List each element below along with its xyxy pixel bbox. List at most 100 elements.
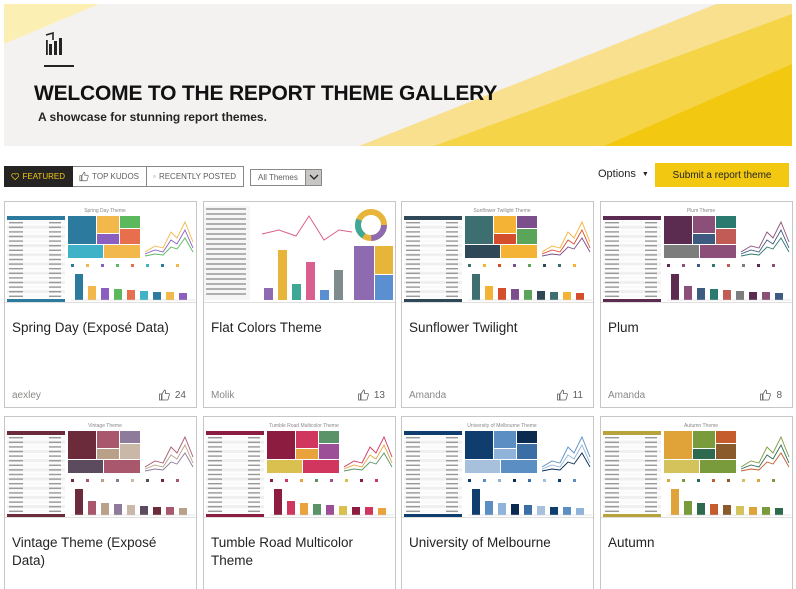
preview-table-cell (605, 295, 619, 297)
theme-thumbnail[interactable] (204, 202, 395, 303)
preview-table-header (206, 431, 264, 435)
preview-table-cell (49, 478, 61, 480)
theme-card[interactable]: Tumble Road Multicolor Theme Tumble Road … (203, 416, 396, 589)
preview-table-row (404, 509, 462, 513)
options-label: Options (598, 168, 636, 180)
preview-treemap-cell (700, 245, 736, 258)
preview-table-row (404, 290, 462, 294)
theme-card[interactable]: Autumn Theme Autumn (600, 416, 793, 589)
theme-thumbnail[interactable]: University of Melbourne Theme (402, 417, 593, 518)
preview-table-cell (446, 277, 458, 279)
theme-card-title[interactable]: Tumble Road Multicolor Theme (211, 535, 354, 568)
preview-table-row (7, 440, 65, 444)
preview-table-cell (446, 254, 458, 256)
tab-recently-posted[interactable]: RECENTLY POSTED (147, 166, 244, 187)
theme-card[interactable]: Flat Colors Theme Molik 13 (203, 201, 396, 408)
preview-table-cell (248, 441, 260, 443)
preview-table-cell (208, 483, 222, 485)
theme-thumbnail[interactable]: Tumble Road Multicolor Theme (204, 417, 395, 518)
theme-thumbnail[interactable]: Sunflower Twilight Theme (402, 202, 593, 303)
preview-legend-swatch (697, 264, 700, 267)
theme-thumbnail[interactable]: Vintage Theme (5, 417, 196, 518)
theme-card[interactable]: Sunflower Twilight Theme Sunflower Twilig… (401, 201, 594, 408)
kudos-count[interactable]: 13 (357, 389, 385, 401)
preview-bar (749, 292, 757, 300)
theme-card-title[interactable]: Plum (608, 320, 639, 335)
preview-table-row (206, 482, 264, 486)
preview-table-row (404, 491, 462, 495)
theme-thumbnail[interactable]: Autumn Theme (601, 417, 792, 518)
theme-card[interactable]: Plum Theme Plum Amanda 8 (600, 201, 793, 408)
preview-table-row (603, 445, 661, 449)
preview-table-cell (406, 464, 420, 466)
preview-table-cell (208, 441, 222, 443)
preview-table-row (404, 257, 462, 261)
preview-table-cell (248, 450, 260, 453)
preview-table-cell (446, 291, 458, 293)
tab-featured[interactable]: FEATURED (4, 166, 73, 187)
preview-bar (472, 274, 480, 300)
theme-thumbnail[interactable]: Plum Theme (601, 202, 792, 303)
preview-treemap-cell (104, 245, 140, 258)
preview-table-cell (446, 510, 458, 512)
sort-tabs: FEATURED TOP KUDOS RECENTLY POSTED (4, 166, 244, 187)
preview-table-cell (645, 291, 657, 293)
preview-treemap-cell (465, 216, 493, 244)
preview-bar (153, 292, 161, 300)
preview-table-row (603, 244, 661, 248)
preview-table-cell (605, 464, 619, 466)
preview-table-cell (248, 501, 260, 503)
preview-table-cell (248, 473, 260, 476)
preview-table-cell (9, 492, 23, 494)
theme-card-author[interactable]: Molik (211, 390, 235, 401)
theme-filter-select[interactable]: All Themes (250, 169, 322, 186)
theme-card-title[interactable]: Flat Colors Theme (211, 320, 322, 335)
kudos-count[interactable]: 11 (556, 389, 583, 401)
preview-bar (300, 503, 308, 515)
options-menu[interactable]: Options ▼ (598, 168, 649, 180)
kudos-count[interactable]: 24 (158, 389, 186, 401)
preview-bar (264, 288, 273, 300)
preview-table-cell (446, 469, 458, 471)
preview-table-cell (248, 464, 260, 466)
preview-table-cell (49, 501, 61, 503)
preview-table-cell (9, 295, 23, 297)
preview-line (343, 444, 393, 470)
theme-card[interactable]: Spring Day Theme Spring Day (Exposé Data)… (4, 201, 197, 408)
preview-table-total (7, 299, 65, 302)
preview-table-cell (49, 492, 61, 494)
theme-card-author[interactable]: Amanda (409, 390, 447, 401)
theme-card-title[interactable]: University of Melbourne (409, 535, 551, 550)
theme-card-title[interactable]: Sunflower Twilight (409, 320, 518, 335)
theme-card-title[interactable]: Vintage Theme (Exposé Data) (12, 535, 157, 568)
preview-table-row (404, 230, 462, 234)
preview-treemap-cell (120, 229, 140, 244)
preview-table-row (404, 294, 462, 298)
preview-table-row (206, 283, 246, 285)
theme-card[interactable]: University of Melbourne Theme University … (401, 416, 594, 589)
preview-table-row (404, 244, 462, 248)
preview-table-cell (49, 295, 61, 297)
preview-bar (75, 489, 83, 515)
preview-table-cell (9, 501, 23, 503)
preview-table-cell (605, 510, 619, 512)
preview-table-row (603, 477, 661, 481)
preview-table-cell (9, 258, 23, 261)
preview-table-cell (446, 249, 458, 251)
preview-bar (697, 288, 705, 300)
chevron-down-icon[interactable] (305, 170, 321, 185)
theme-card-title[interactable]: Autumn (608, 535, 655, 550)
preview-table-cell (406, 483, 420, 485)
kudos-count[interactable]: 8 (759, 389, 782, 401)
preview-table-cell (605, 258, 619, 261)
theme-card-author[interactable]: aexley (12, 390, 41, 401)
submit-theme-button[interactable]: Submit a report theme (655, 163, 789, 187)
theme-card-title[interactable]: Spring Day (Exposé Data) (12, 320, 169, 335)
preview-bar (684, 286, 692, 300)
tab-top-kudos[interactable]: TOP KUDOS (73, 166, 147, 187)
preview-table-cell (645, 496, 657, 499)
preview-table-cell (406, 286, 420, 288)
theme-card-author[interactable]: Amanda (608, 390, 646, 401)
theme-card[interactable]: Vintage Theme Vintage Theme (Exposé Data) (4, 416, 197, 589)
theme-thumbnail[interactable]: Spring Day Theme (5, 202, 196, 303)
